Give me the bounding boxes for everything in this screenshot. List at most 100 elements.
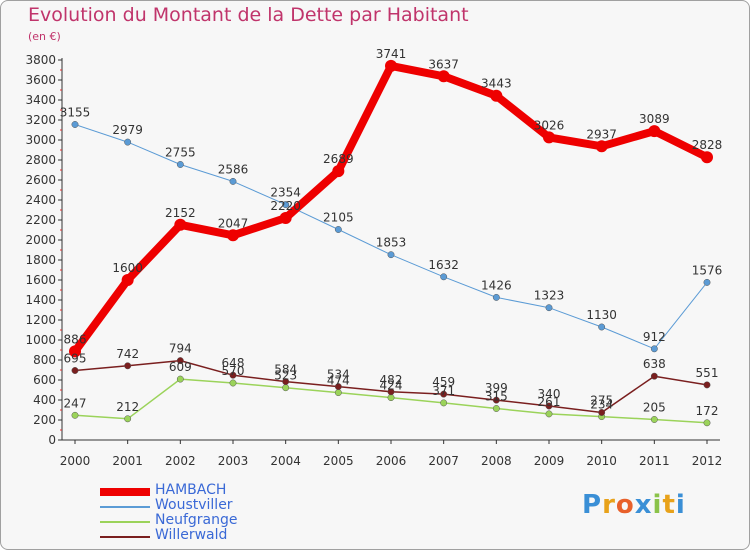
series-willerwald-data-label: 695 xyxy=(64,352,87,366)
logo-letter: t xyxy=(662,490,676,520)
y-tick-label: 2800 xyxy=(25,153,56,167)
logo-letter: o xyxy=(615,490,635,520)
y-tick-label: 600 xyxy=(33,373,56,387)
x-tick-label: 2004 xyxy=(270,454,301,468)
logo-letter: P xyxy=(582,490,603,520)
x-tick-label: 2000 xyxy=(60,454,91,468)
logo-letter: x xyxy=(634,490,653,520)
series-hambach-point xyxy=(385,59,397,72)
logo-letter: r xyxy=(602,490,616,520)
series-hambach-data-label: 2937 xyxy=(586,127,617,141)
x-tick-label: 2012 xyxy=(692,454,723,468)
series-neufgrange-point xyxy=(334,389,342,397)
legend-label-neufgrange: Neufgrange xyxy=(155,512,238,528)
x-tick-label: 2001 xyxy=(112,454,143,468)
y-tick-label: 800 xyxy=(33,353,56,367)
series-hambach-data-label: 886 xyxy=(64,332,87,346)
series-willerwald-data-label: 534 xyxy=(327,368,350,382)
series-willerwald-point xyxy=(387,388,395,396)
series-woustviller-point xyxy=(598,323,606,331)
series-woustviller-point xyxy=(492,293,500,301)
series-willerwald-data-label: 648 xyxy=(222,356,245,370)
series-hambach-point xyxy=(332,165,345,178)
series-hambach-data-label: 3026 xyxy=(534,118,565,132)
series-willerwald-data-label: 584 xyxy=(274,363,297,377)
series-hambach-point xyxy=(595,140,608,153)
series-willerwald-point xyxy=(598,409,606,416)
series-neufgrange-data-label: 212 xyxy=(116,400,139,414)
series-willerwald-data-label: 340 xyxy=(538,387,561,401)
series-woustviller-data-label: 2354 xyxy=(270,186,301,200)
logo-letter: i xyxy=(675,490,686,520)
series-neufgrange-point xyxy=(124,415,132,423)
series-hambach-point xyxy=(121,274,134,286)
series-neufgrange-data-label: 474 xyxy=(327,374,350,388)
series-neufgrange-data-label: 234 xyxy=(590,398,613,412)
series-hambach-point xyxy=(490,89,503,102)
series-hambach-point xyxy=(648,125,661,138)
y-tick-label: 2000 xyxy=(25,233,56,247)
series-neufgrange-data-label: 424 xyxy=(380,379,403,393)
series-willerwald-point xyxy=(334,383,342,391)
series-hambach-point xyxy=(543,131,555,144)
logo-letter: i xyxy=(652,490,663,520)
legend-swatch-woustviller xyxy=(100,506,150,508)
series-neufgrange-point xyxy=(440,399,448,407)
legend-swatch-neufgrange xyxy=(100,521,150,523)
series-neufgrange-point xyxy=(703,419,711,427)
series-hambach-point xyxy=(227,229,239,242)
series-woustviller-data-label: 1576 xyxy=(692,263,723,277)
series-neufgrange-point xyxy=(387,394,395,402)
legend-label-woustviller: Woustviller xyxy=(155,497,233,513)
x-tick-label: 2011 xyxy=(639,454,670,468)
series-neufgrange-data-label: 247 xyxy=(64,396,87,410)
x-tick-label: 2007 xyxy=(428,454,459,468)
y-tick-label: 200 xyxy=(33,413,56,427)
legend-swatch-willerwald xyxy=(100,536,150,538)
series-willerwald-data-label: 638 xyxy=(643,357,666,371)
proxiti-logo: Proxiti xyxy=(582,490,686,520)
chart-title: Evolution du Montant de la Dette par Hab… xyxy=(28,4,469,26)
series-neufgrange-data-label: 315 xyxy=(485,390,508,404)
x-tick-label: 2005 xyxy=(323,454,354,468)
series-woustviller-point xyxy=(703,278,711,286)
series-willerwald-point xyxy=(282,378,290,386)
series-willerwald-data-label: 794 xyxy=(169,342,192,356)
series-neufgrange-point xyxy=(176,375,184,383)
x-tick-label: 2010 xyxy=(586,454,617,468)
x-tick-label: 2006 xyxy=(376,454,407,468)
series-willerwald-data-label: 399 xyxy=(485,381,508,395)
x-tick-label: 2003 xyxy=(218,454,249,468)
series-willerwald-data-label: 742 xyxy=(116,347,139,361)
series-hambach-point xyxy=(69,345,81,358)
y-tick-label: 1200 xyxy=(25,313,56,327)
series-hambach-data-label: 1600 xyxy=(112,261,143,275)
series-willerwald-point xyxy=(124,362,132,370)
series-hambach-point xyxy=(437,70,450,83)
series-neufgrange-point xyxy=(229,379,237,387)
series-hambach-data-label: 2047 xyxy=(218,216,249,230)
series-hambach-data-label: 3089 xyxy=(639,112,670,126)
y-tick-label: 2200 xyxy=(25,213,56,227)
series-willerwald-data-label: 482 xyxy=(380,373,403,387)
series-neufgrange-point xyxy=(71,411,79,419)
legend-swatch-hambach xyxy=(100,488,150,496)
series-willerwald-point xyxy=(492,396,500,404)
series-woustviller-point xyxy=(71,121,79,128)
series-woustviller-point xyxy=(176,161,184,168)
y-tick-label: 1400 xyxy=(25,293,56,307)
x-tick-label: 2002 xyxy=(165,454,196,468)
y-tick-label: 3800 xyxy=(25,53,56,67)
series-neufgrange-point xyxy=(545,410,553,418)
series-woustviller-point xyxy=(124,138,132,146)
series-woustviller-data-label: 2586 xyxy=(218,162,249,176)
y-tick-label: 400 xyxy=(33,393,56,407)
series-woustviller-point xyxy=(545,304,553,312)
series-hambach-data-label: 2152 xyxy=(165,206,196,220)
series-neufgrange-point xyxy=(650,416,658,423)
series-neufgrange-data-label: 570 xyxy=(222,364,245,378)
series-woustviller-data-label: 912 xyxy=(643,330,666,344)
series-woustviller-point xyxy=(650,345,658,353)
series-woustviller-data-label: 3155 xyxy=(60,106,91,120)
series-hambach-data-label: 2689 xyxy=(323,152,354,166)
